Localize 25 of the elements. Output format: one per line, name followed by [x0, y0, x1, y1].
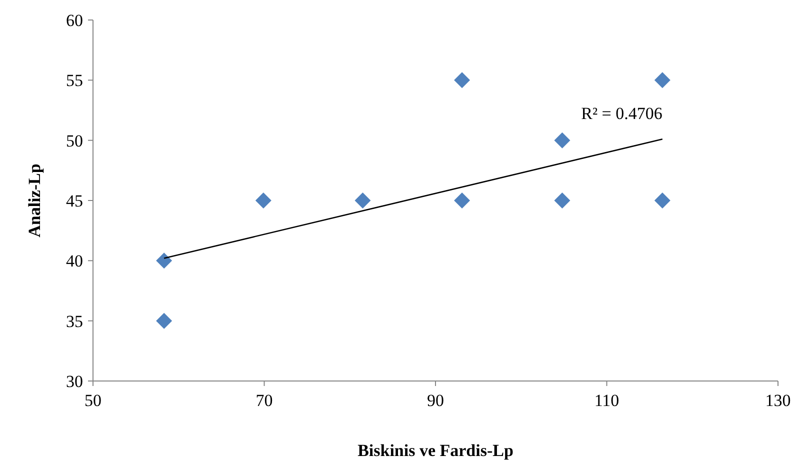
point — [554, 132, 570, 148]
point — [156, 312, 172, 329]
x-axis-title: Biskinis ve Fardis-Lp — [358, 441, 514, 460]
point — [156, 252, 172, 269]
y-axis-title: Analiz-Lp — [25, 164, 44, 238]
point — [654, 192, 670, 208]
point — [354, 192, 371, 208]
y-tick-label: 40 — [66, 252, 83, 271]
y-tick-label: 60 — [66, 10, 83, 30]
point — [255, 192, 272, 208]
y-tick-label: 50 — [66, 131, 83, 150]
x-tick-label: 50 — [84, 391, 102, 410]
point — [554, 192, 570, 208]
y-tick-label: 55 — [66, 71, 83, 90]
y-tick-label: 45 — [66, 191, 83, 210]
x-tick-label: 130 — [765, 391, 791, 410]
y-tick-label: 30 — [66, 372, 83, 391]
x-tick-label: 70 — [256, 391, 273, 410]
x-tick-label: 90 — [427, 391, 444, 410]
x-tick-label: 110 — [594, 391, 620, 410]
point — [654, 72, 670, 88]
y-tick-label: 35 — [66, 312, 83, 331]
point — [454, 192, 470, 208]
point — [454, 72, 470, 88]
annotation: R² = 0.4706 — [581, 104, 662, 124]
